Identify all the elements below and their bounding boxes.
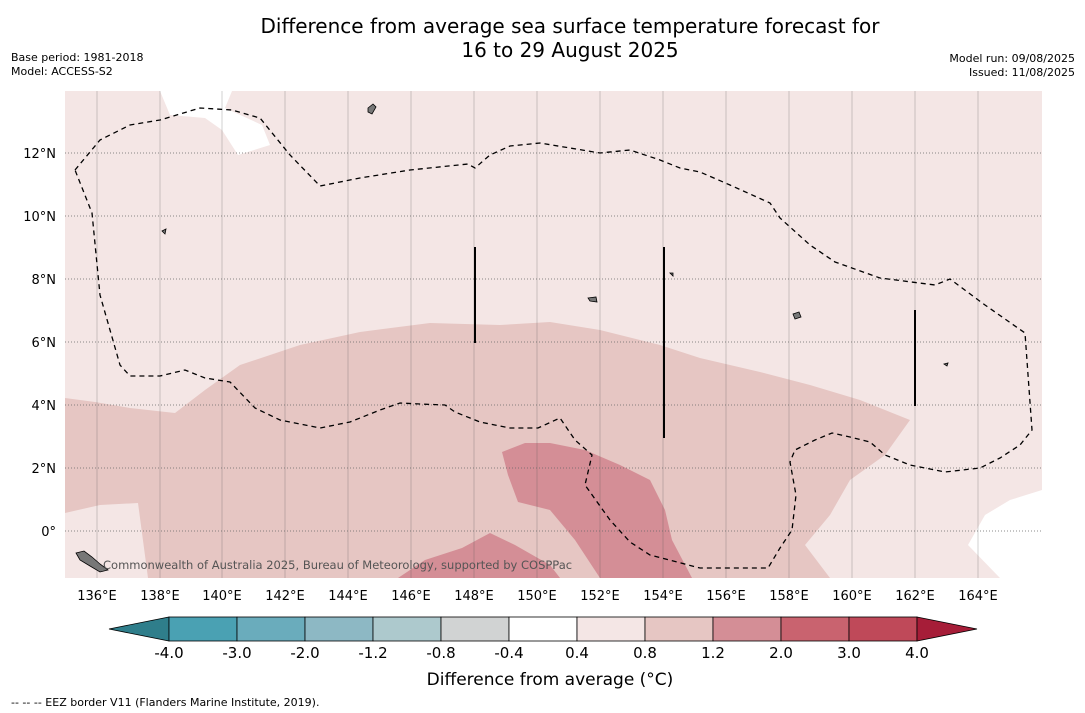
colorbar-segment [780, 616, 850, 642]
colorbar-segment [440, 616, 510, 642]
lat-labels: 12°N 10°N 8°N 6°N 4°N 2°N 0° [23, 147, 56, 540]
lon-label: 156°E [706, 589, 746, 604]
colorbar-segment [508, 616, 578, 642]
lon-label: 144°E [328, 589, 368, 604]
colorbar-tick-label: 4.0 [905, 644, 929, 662]
anomaly-0.8-1.2-region [65, 322, 910, 578]
map-area [65, 91, 1042, 578]
title-line-1: Difference from average sea surface temp… [260, 14, 880, 38]
lon-label: 150°E [517, 589, 557, 604]
lat-label: 4°N [32, 399, 57, 414]
island [943, 362, 949, 367]
lon-label: 158°E [769, 589, 809, 604]
model-name: Model: ACCESS-S2 [11, 65, 113, 78]
lat-label: 2°N [32, 462, 57, 477]
colorbar-arrow-low [108, 616, 170, 642]
colorbar-segment [168, 616, 238, 642]
eez-footnote: -- -- -- EEZ border V11 (Flanders Marine… [11, 696, 320, 709]
lon-label: 160°E [832, 589, 872, 604]
colorbar-segment [644, 616, 714, 642]
island [161, 228, 167, 235]
anomaly-1.2-2.0-region-south [398, 533, 560, 578]
colorbar-tick-label: 1.2 [701, 644, 725, 662]
lat-label: 10°N [23, 210, 56, 225]
eez-border [74, 107, 1033, 569]
lon-label: 138°E [140, 589, 180, 604]
colorbar-tick-label: 0.4 [565, 644, 589, 662]
island [669, 272, 674, 277]
lon-label: 154°E [643, 589, 683, 604]
colorbar-tick-label: 0.8 [633, 644, 657, 662]
islands [75, 103, 949, 573]
lat-label: 12°N [23, 147, 56, 162]
credit-text: Commonwealth of Australia 2025, Bureau o… [103, 558, 573, 572]
anomaly-1.2-2.0-region-east [502, 443, 692, 578]
lon-label: 152°E [580, 589, 620, 604]
lon-label: 136°E [77, 589, 117, 604]
colorbar-segment [304, 616, 374, 642]
lat-label: 8°N [32, 273, 57, 288]
issued-date: Issued: 11/08/2025 [968, 66, 1075, 79]
island [792, 311, 802, 320]
colorbar-tick-label: 3.0 [837, 644, 861, 662]
island [367, 103, 377, 115]
lon-label: 164°E [958, 589, 998, 604]
colorbar-segment [372, 616, 442, 642]
colorbar-segment [236, 616, 306, 642]
colorbar-label: Difference from average (°C) [426, 670, 674, 690]
meta-left: Base period: 1981-2018 Model: ACCESS-S2 [11, 51, 143, 79]
colorbar-segment [712, 616, 782, 642]
colorbar-segment [576, 616, 646, 642]
lon-label: 140°E [202, 589, 242, 604]
island [587, 296, 598, 303]
colorbar-tick-label: -0.8 [426, 644, 455, 662]
island [75, 550, 109, 573]
colorbar-tick-label: 2.0 [769, 644, 793, 662]
lat-label: 6°N [32, 336, 57, 351]
meta-right: Model run: 09/08/2025 Issued: 11/08/2025 [949, 52, 1075, 80]
anomaly-white-region-east [968, 490, 1042, 578]
anomaly-white-region-north [160, 91, 270, 155]
lon-label: 142°E [265, 589, 305, 604]
colorbar-tick-label: -0.4 [494, 644, 523, 662]
lon-label: 162°E [895, 589, 935, 604]
lon-label: 148°E [454, 589, 494, 604]
title-line-2: 16 to 29 August 2025 [461, 38, 679, 62]
model-run: Model run: 09/08/2025 [949, 52, 1075, 65]
base-period: Base period: 1981-2018 [11, 51, 144, 64]
grid-lines [96, 91, 979, 578]
colorbar-tick-label: -1.2 [358, 644, 387, 662]
lat-grid-lines [65, 152, 1042, 532]
lon-labels: 136°E 138°E 140°E 142°E 144°E 146°E 148°… [77, 589, 998, 604]
black-bars [474, 247, 916, 438]
colorbar-arrow-high [916, 616, 978, 642]
colorbar-tick-label: -4.0 [154, 644, 183, 662]
colorbar-tick-label: -3.0 [222, 644, 251, 662]
lon-label: 146°E [391, 589, 431, 604]
chart-title: Difference from average sea surface temp… [220, 14, 920, 62]
colorbar-segment [848, 616, 918, 642]
colorbar-tick-label: -2.0 [290, 644, 319, 662]
colorbar: -4.0 -3.0 -2.0 -1.2 -0.8 -0.4 0.4 0.8 1.2 2.0 3.0 4… [108, 616, 978, 662]
lat-label: 0° [41, 525, 56, 540]
